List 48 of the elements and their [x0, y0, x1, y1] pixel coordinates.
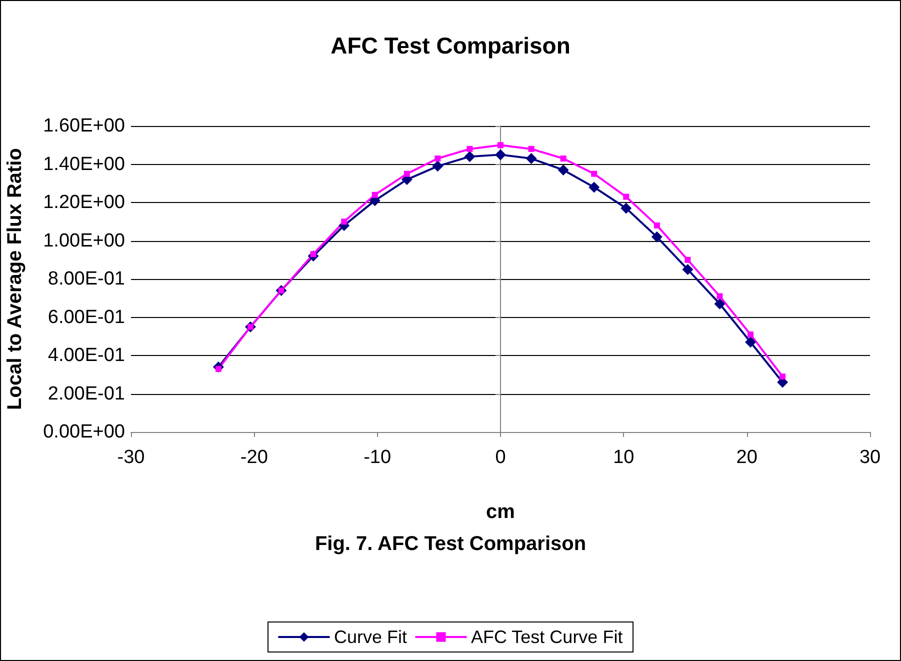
x-tick-label: 30	[859, 447, 881, 468]
point	[684, 256, 691, 263]
point	[498, 142, 504, 148]
point	[464, 151, 476, 162]
x-tick-label: 20	[736, 447, 758, 468]
point	[745, 336, 756, 348]
x-tick-label: -10	[364, 447, 392, 468]
point	[434, 156, 441, 162]
y-tick-label: 0.00E+00	[43, 422, 125, 442]
point	[526, 153, 537, 164]
y-tick-label: 6.00E-01	[48, 306, 125, 328]
point	[372, 192, 378, 198]
point	[466, 146, 473, 152]
point	[654, 222, 660, 228]
y-axis-title: Local to Average Flux Ratio	[4, 148, 26, 410]
point	[588, 182, 600, 193]
point	[623, 194, 630, 200]
point	[748, 331, 754, 338]
legend-label: AFC Test Curve Fit	[470, 627, 623, 647]
point	[528, 146, 534, 152]
chart-title: AFC Test Comparison	[330, 32, 570, 58]
x-tick-label: -30	[117, 447, 145, 468]
point	[560, 156, 566, 162]
x-tick-label: 0	[495, 447, 506, 468]
caption: Fig. 7. AFC Test Comparison	[314, 533, 586, 555]
point	[341, 218, 348, 225]
point	[714, 298, 726, 310]
point	[716, 293, 723, 300]
point	[432, 160, 444, 172]
y-tick-label: 2.00E-01	[48, 383, 125, 404]
point	[780, 374, 786, 380]
point	[495, 149, 506, 160]
x-tick-label: 10	[613, 447, 634, 468]
point	[651, 231, 662, 242]
point	[682, 264, 694, 275]
point	[591, 170, 598, 177]
x-tick-label: -20	[240, 447, 268, 468]
y-tick-label: 1.60E+00	[43, 116, 125, 136]
y-tick-label: 8.00E-01	[48, 268, 125, 290]
y-tick-label: 1.20E+00	[43, 192, 125, 213]
point	[404, 170, 410, 177]
y-tick-label: 4.00E-01	[48, 345, 125, 366]
point	[558, 164, 569, 176]
y-tick-label: 1.40E+00	[43, 154, 125, 175]
x-axis-title: cm	[486, 501, 515, 523]
point	[620, 202, 632, 214]
y-tick-label: 1.00E+00	[43, 230, 125, 252]
legend-label: Curve Fit	[334, 627, 407, 647]
